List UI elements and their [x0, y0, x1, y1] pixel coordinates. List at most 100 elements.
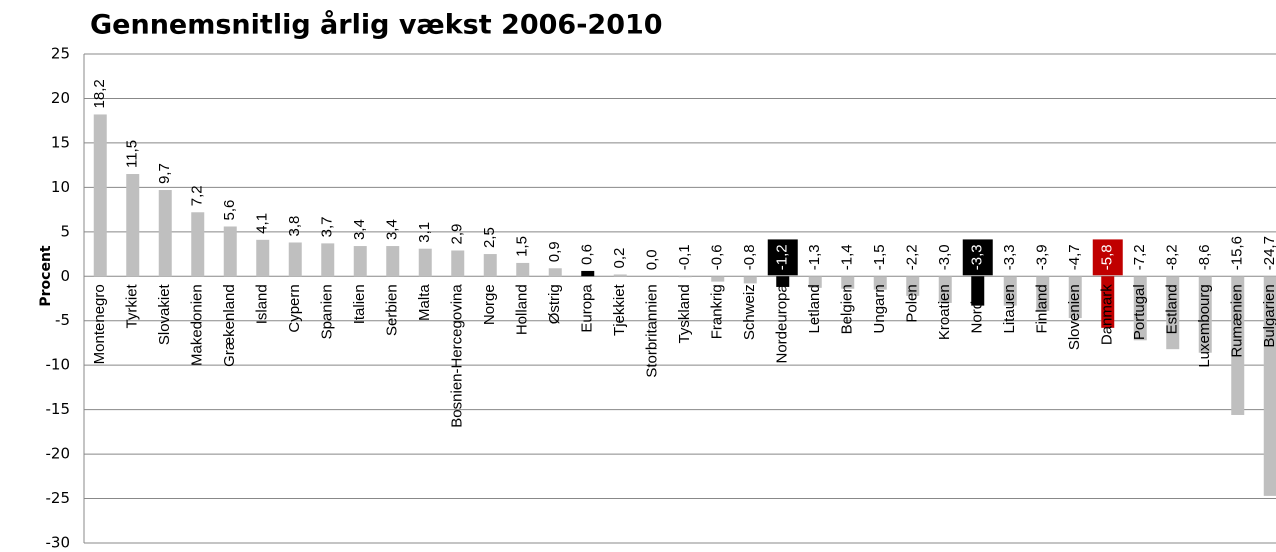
- bar: [873, 276, 887, 290]
- value-label: 9,7: [156, 163, 173, 184]
- value-label: 3,1: [416, 222, 433, 243]
- value-label: -1,3: [806, 244, 823, 270]
- chart-title: Gennemsnitlig årlig vækst 2006-2010: [90, 9, 663, 41]
- bar: [1133, 276, 1147, 341]
- bar: [776, 276, 790, 287]
- x-tick-label: Grækenland: [221, 284, 238, 367]
- value-label: -1,4: [839, 244, 856, 270]
- x-tick-label: Kroatien: [936, 284, 953, 340]
- x-tick-label: Tjekkiet: [611, 283, 628, 336]
- value-label: -5,8: [1099, 244, 1116, 270]
- value-label: 2,5: [481, 227, 498, 248]
- x-tick-label: Norge: [481, 284, 498, 325]
- value-label: -0,8: [741, 244, 758, 270]
- bar: [288, 242, 302, 277]
- bar: [581, 270, 595, 277]
- y-tick-label: -25: [46, 489, 71, 507]
- y-tick-label: 5: [60, 222, 70, 240]
- x-tick-label: Norden: [969, 284, 986, 333]
- y-tick-label: 15: [51, 133, 70, 151]
- x-tick-label: Holland: [514, 284, 531, 335]
- bar: [743, 276, 757, 284]
- value-label: -3,0: [936, 244, 953, 270]
- bar: [938, 276, 952, 303]
- y-axis-label: Procent: [38, 245, 54, 307]
- value-label: 7,2: [189, 185, 206, 206]
- bar: [548, 268, 562, 277]
- value-label: -1,5: [871, 244, 888, 270]
- x-tick-label: Finland: [1034, 284, 1051, 333]
- value-label: -2,2: [904, 244, 921, 270]
- x-tick-label: Danmark: [1099, 284, 1116, 345]
- bar: [1003, 276, 1017, 306]
- value-label: 3,4: [351, 219, 368, 240]
- bar: [906, 276, 920, 296]
- x-tick-label: Italien: [351, 284, 368, 324]
- y-tick-label: 20: [51, 89, 70, 107]
- value-label: -8,6: [1196, 244, 1213, 270]
- x-tick-label: Nordeuropa: [774, 284, 791, 364]
- y-tick-label: -15: [46, 400, 71, 418]
- x-tick-label: Rumænien: [1229, 284, 1246, 357]
- y-tick-label: 25: [51, 45, 70, 63]
- value-label: 5,6: [221, 200, 238, 221]
- bar: [256, 239, 270, 277]
- x-tick-label: Tyskland: [676, 284, 693, 343]
- x-tick-label: Estland: [1164, 284, 1181, 334]
- x-tick-label: Slovenien: [1066, 284, 1083, 350]
- x-tick-label: Belgien: [839, 284, 856, 334]
- value-label: -15,6: [1229, 236, 1246, 270]
- value-label: 0,2: [611, 248, 628, 269]
- bar: [516, 262, 530, 277]
- x-tick-label: Montenegro: [91, 284, 108, 364]
- value-label: -4,7: [1066, 244, 1083, 270]
- x-tick-label: Polen: [904, 284, 921, 322]
- value-label: 3,8: [286, 216, 303, 237]
- value-label: 1,5: [514, 236, 531, 257]
- bar: [1068, 276, 1082, 319]
- value-label: -8,2: [1164, 244, 1181, 270]
- x-tick-label: Storbritannien: [644, 284, 661, 377]
- value-label-box: [962, 239, 993, 276]
- value-label: 0,6: [579, 244, 596, 265]
- value-label: -1,2: [774, 244, 791, 270]
- value-label: 0,0: [644, 249, 661, 270]
- x-tick-label: Portugal: [1131, 284, 1148, 340]
- x-tick-label: Letland: [806, 284, 823, 333]
- bar: [386, 246, 400, 277]
- bar: [451, 250, 465, 277]
- y-tick-label: -20: [46, 445, 71, 463]
- x-tick-label: Cypern: [286, 284, 303, 332]
- bar: [191, 212, 205, 277]
- value-label: 2,9: [449, 224, 466, 245]
- x-tick-label: Makedonien: [189, 284, 206, 366]
- value-label: 3,7: [319, 217, 336, 238]
- x-tick-label: Ungarn: [871, 284, 888, 333]
- value-label: -24,7: [1261, 236, 1276, 270]
- x-tick-label: Østrig: [546, 284, 563, 324]
- bar: [93, 114, 107, 277]
- value-label: -7,2: [1131, 244, 1148, 270]
- bar: [158, 190, 172, 277]
- bar: [126, 174, 140, 277]
- bar: [841, 276, 855, 289]
- bar: [808, 276, 822, 288]
- bar: [1263, 276, 1276, 496]
- value-label: 11,5: [124, 140, 141, 168]
- bar: [711, 276, 725, 282]
- bar: [971, 276, 985, 306]
- x-tick-label: Serbien: [384, 284, 401, 336]
- x-tick-label: Spanien: [319, 284, 336, 339]
- x-tick-label: Schweiz: [741, 284, 758, 340]
- x-tick-label: Europa: [579, 284, 596, 333]
- x-tick-label: Island: [254, 284, 271, 324]
- y-tick-label: 0: [60, 267, 70, 285]
- bar: [1231, 276, 1245, 415]
- bar: [613, 274, 627, 277]
- value-label: 18,2: [91, 79, 108, 108]
- x-tick-label: Bosnien-Hercegovina: [449, 284, 466, 428]
- bar: [1101, 276, 1115, 328]
- value-label: 0,9: [546, 241, 563, 262]
- bar: [353, 246, 367, 277]
- y-tick-label: -10: [46, 356, 71, 374]
